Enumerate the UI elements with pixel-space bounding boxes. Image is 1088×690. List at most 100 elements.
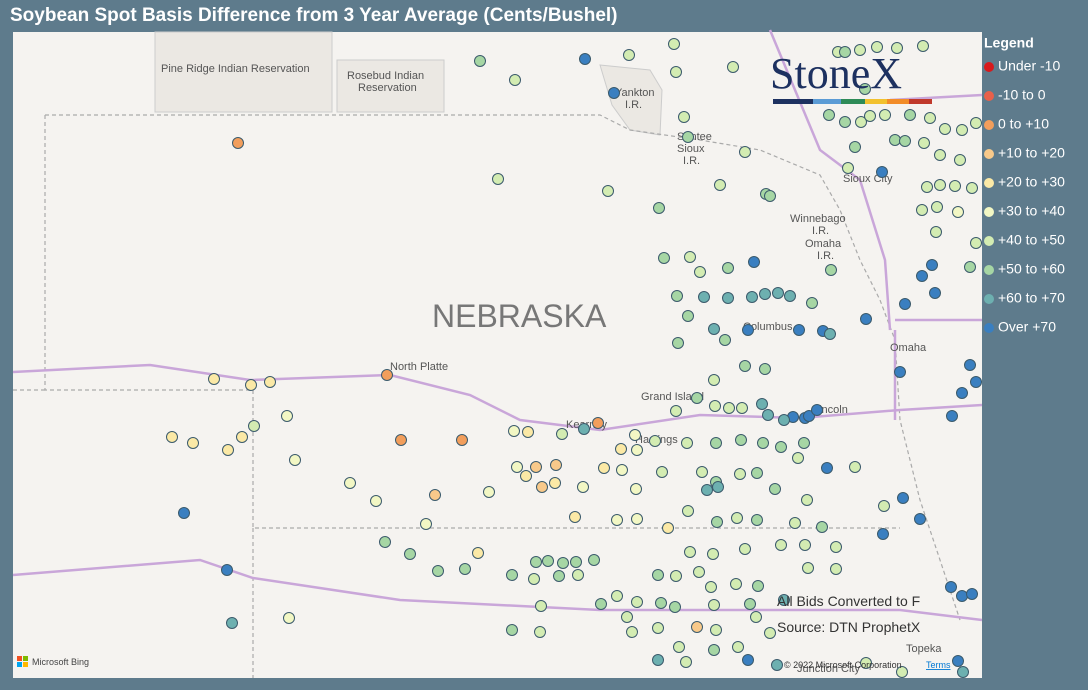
- site-dot: [823, 109, 835, 121]
- site-dot: [771, 659, 783, 671]
- site-dot: [899, 135, 911, 147]
- site-dot: [652, 569, 664, 581]
- site-dot: [830, 541, 842, 553]
- site-dot: [662, 522, 674, 534]
- site-dot: [957, 666, 969, 678]
- site-dot: [623, 49, 635, 61]
- bing-text: Microsoft Bing: [32, 657, 89, 667]
- site-dot: [456, 434, 468, 446]
- site-dot: [830, 563, 842, 575]
- map-label: Omaha: [890, 342, 927, 354]
- site-dot: [708, 599, 720, 611]
- site-dot: [742, 654, 754, 666]
- site-dot: [629, 429, 641, 441]
- site-dot: [588, 554, 600, 566]
- site-dot: [221, 564, 233, 576]
- site-dot: [283, 612, 295, 624]
- site-dot: [722, 262, 734, 274]
- site-dot: [709, 400, 721, 412]
- site-dot: [530, 556, 542, 568]
- map-label: I.R.: [812, 225, 829, 237]
- site-dot: [854, 44, 866, 56]
- map-label: Rosebud Indian: [347, 70, 424, 82]
- site-dot: [916, 270, 928, 282]
- site-dot: [511, 461, 523, 473]
- site-dot: [914, 513, 926, 525]
- site-dot: [730, 578, 742, 590]
- copyright: © 2022 Microsoft Corporation: [784, 660, 902, 670]
- site-dot: [615, 443, 627, 455]
- site-dot: [693, 566, 705, 578]
- site-dot: [871, 41, 883, 53]
- site-dot: [608, 87, 620, 99]
- site-dot: [894, 366, 906, 378]
- site-dot: [864, 110, 876, 122]
- site-dot: [598, 462, 610, 474]
- site-dot: [611, 514, 623, 526]
- site-dot: [891, 42, 903, 54]
- site-dot: [432, 565, 444, 577]
- site-dot: [739, 543, 751, 555]
- site-dot: [775, 441, 787, 453]
- site-dot: [483, 486, 495, 498]
- site-dot: [821, 462, 833, 474]
- site-dot: [691, 621, 703, 633]
- site-dot: [742, 324, 754, 336]
- site-dot: [719, 334, 731, 346]
- map-label: North Platte: [390, 361, 448, 373]
- site-dot: [798, 437, 810, 449]
- logo-bar: [773, 99, 813, 104]
- site-dot: [381, 369, 393, 381]
- site-dot: [801, 494, 813, 506]
- site-dot: [670, 66, 682, 78]
- borders: [13, 114, 961, 678]
- site-dot: [759, 363, 771, 375]
- legend-label: Under -10: [998, 58, 1060, 74]
- site-dot: [658, 252, 670, 264]
- site-dot: [595, 598, 607, 610]
- site-dot: [631, 596, 643, 608]
- site-dot: [550, 459, 562, 471]
- site-dot: [930, 226, 942, 238]
- site-dot: [751, 467, 763, 479]
- site-dot: [705, 581, 717, 593]
- site-dot: [860, 657, 872, 669]
- site-dot: [572, 569, 584, 581]
- site-dot: [236, 431, 248, 443]
- logo-bar: [865, 99, 887, 104]
- site-dot: [530, 461, 542, 473]
- site-dot: [668, 38, 680, 50]
- site-dot: [673, 641, 685, 653]
- site-dot: [245, 379, 257, 391]
- site-dot: [694, 266, 706, 278]
- terms-link[interactable]: Terms: [926, 660, 951, 670]
- site-dot: [746, 291, 758, 303]
- site-dot: [649, 435, 661, 447]
- site-dot: [570, 556, 582, 568]
- site-dot: [621, 611, 633, 623]
- site-dot: [710, 624, 722, 636]
- site-dot: [710, 437, 722, 449]
- site-dot: [670, 405, 682, 417]
- site-dot: [966, 182, 978, 194]
- site-dot: [750, 611, 762, 623]
- site-dot: [762, 409, 774, 421]
- site-dot: [708, 323, 720, 335]
- site-dot: [711, 516, 723, 528]
- site-dot: [557, 557, 569, 569]
- site-dot: [708, 374, 720, 386]
- site-dot: [859, 83, 871, 95]
- site-dot: [803, 410, 815, 422]
- site-dot: [731, 512, 743, 524]
- site-dot: [166, 431, 178, 443]
- site-dot: [616, 464, 628, 476]
- site-dot: [764, 627, 776, 639]
- map-label: Omaha: [805, 238, 842, 250]
- site-dot: [744, 598, 756, 610]
- map-label: Grand Island: [641, 391, 704, 403]
- site-dot: [970, 237, 982, 249]
- reservation: [599, 64, 663, 136]
- legend-swatch: [984, 294, 994, 304]
- map-label: I.R.: [817, 250, 834, 262]
